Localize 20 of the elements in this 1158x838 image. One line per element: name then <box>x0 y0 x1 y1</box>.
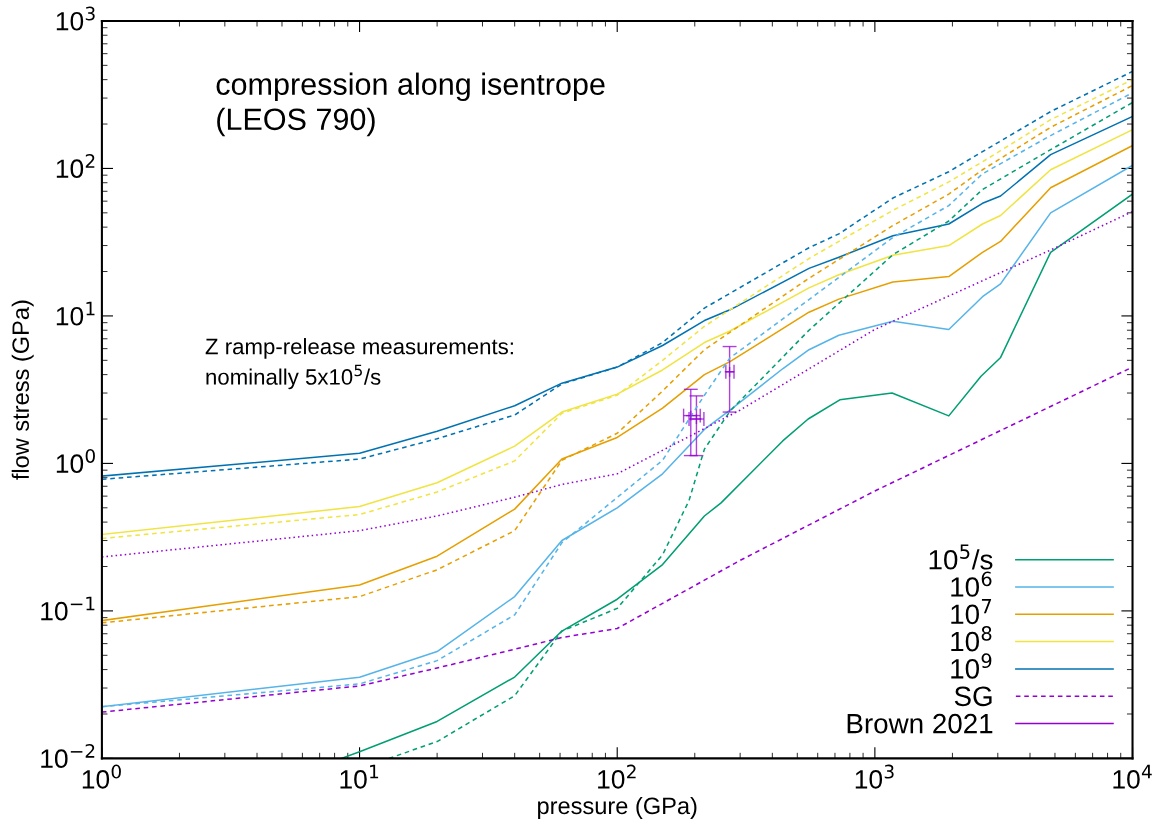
x-tick-label: 10$^{2}$ <box>598 764 636 789</box>
x-tick-label: 10$^{4}$ <box>1113 764 1152 789</box>
y-tick-label: 10$^{1}$ <box>56 301 95 326</box>
x-tick-label: 10$^{3}$ <box>855 764 894 789</box>
legend-label: 10$^{6}$ <box>951 571 992 597</box>
legend-label: 10$^{5}$/s <box>929 544 993 570</box>
legend-label: 10$^{9}$ <box>951 653 992 679</box>
y-axis-title: flow stress (GPa) <box>11 300 34 480</box>
annotation: Z ramp-release measurements: nominally 5x10$^{5}$/s <box>205 338 513 390</box>
legend-label: SG <box>954 686 992 707</box>
legend-label: Brown 2021 <box>847 713 993 734</box>
legend-label: 10$^{8}$ <box>951 626 992 652</box>
x-axis-title: pressure (GPa) <box>538 796 697 819</box>
x-tick-label: 10$^{1}$ <box>340 764 379 789</box>
y-tick-label: 10$^{0}$ <box>56 448 95 474</box>
legend-label: 10$^{7}$ <box>951 599 992 625</box>
y-tick-label: 10$^{2}$ <box>56 153 95 179</box>
annotation: compression along isentrope (LEOS 790) <box>216 72 605 137</box>
y-tick-label: 10$^{3}$ <box>56 6 95 31</box>
y-tick-label: 10$^{−1}$ <box>41 596 95 621</box>
